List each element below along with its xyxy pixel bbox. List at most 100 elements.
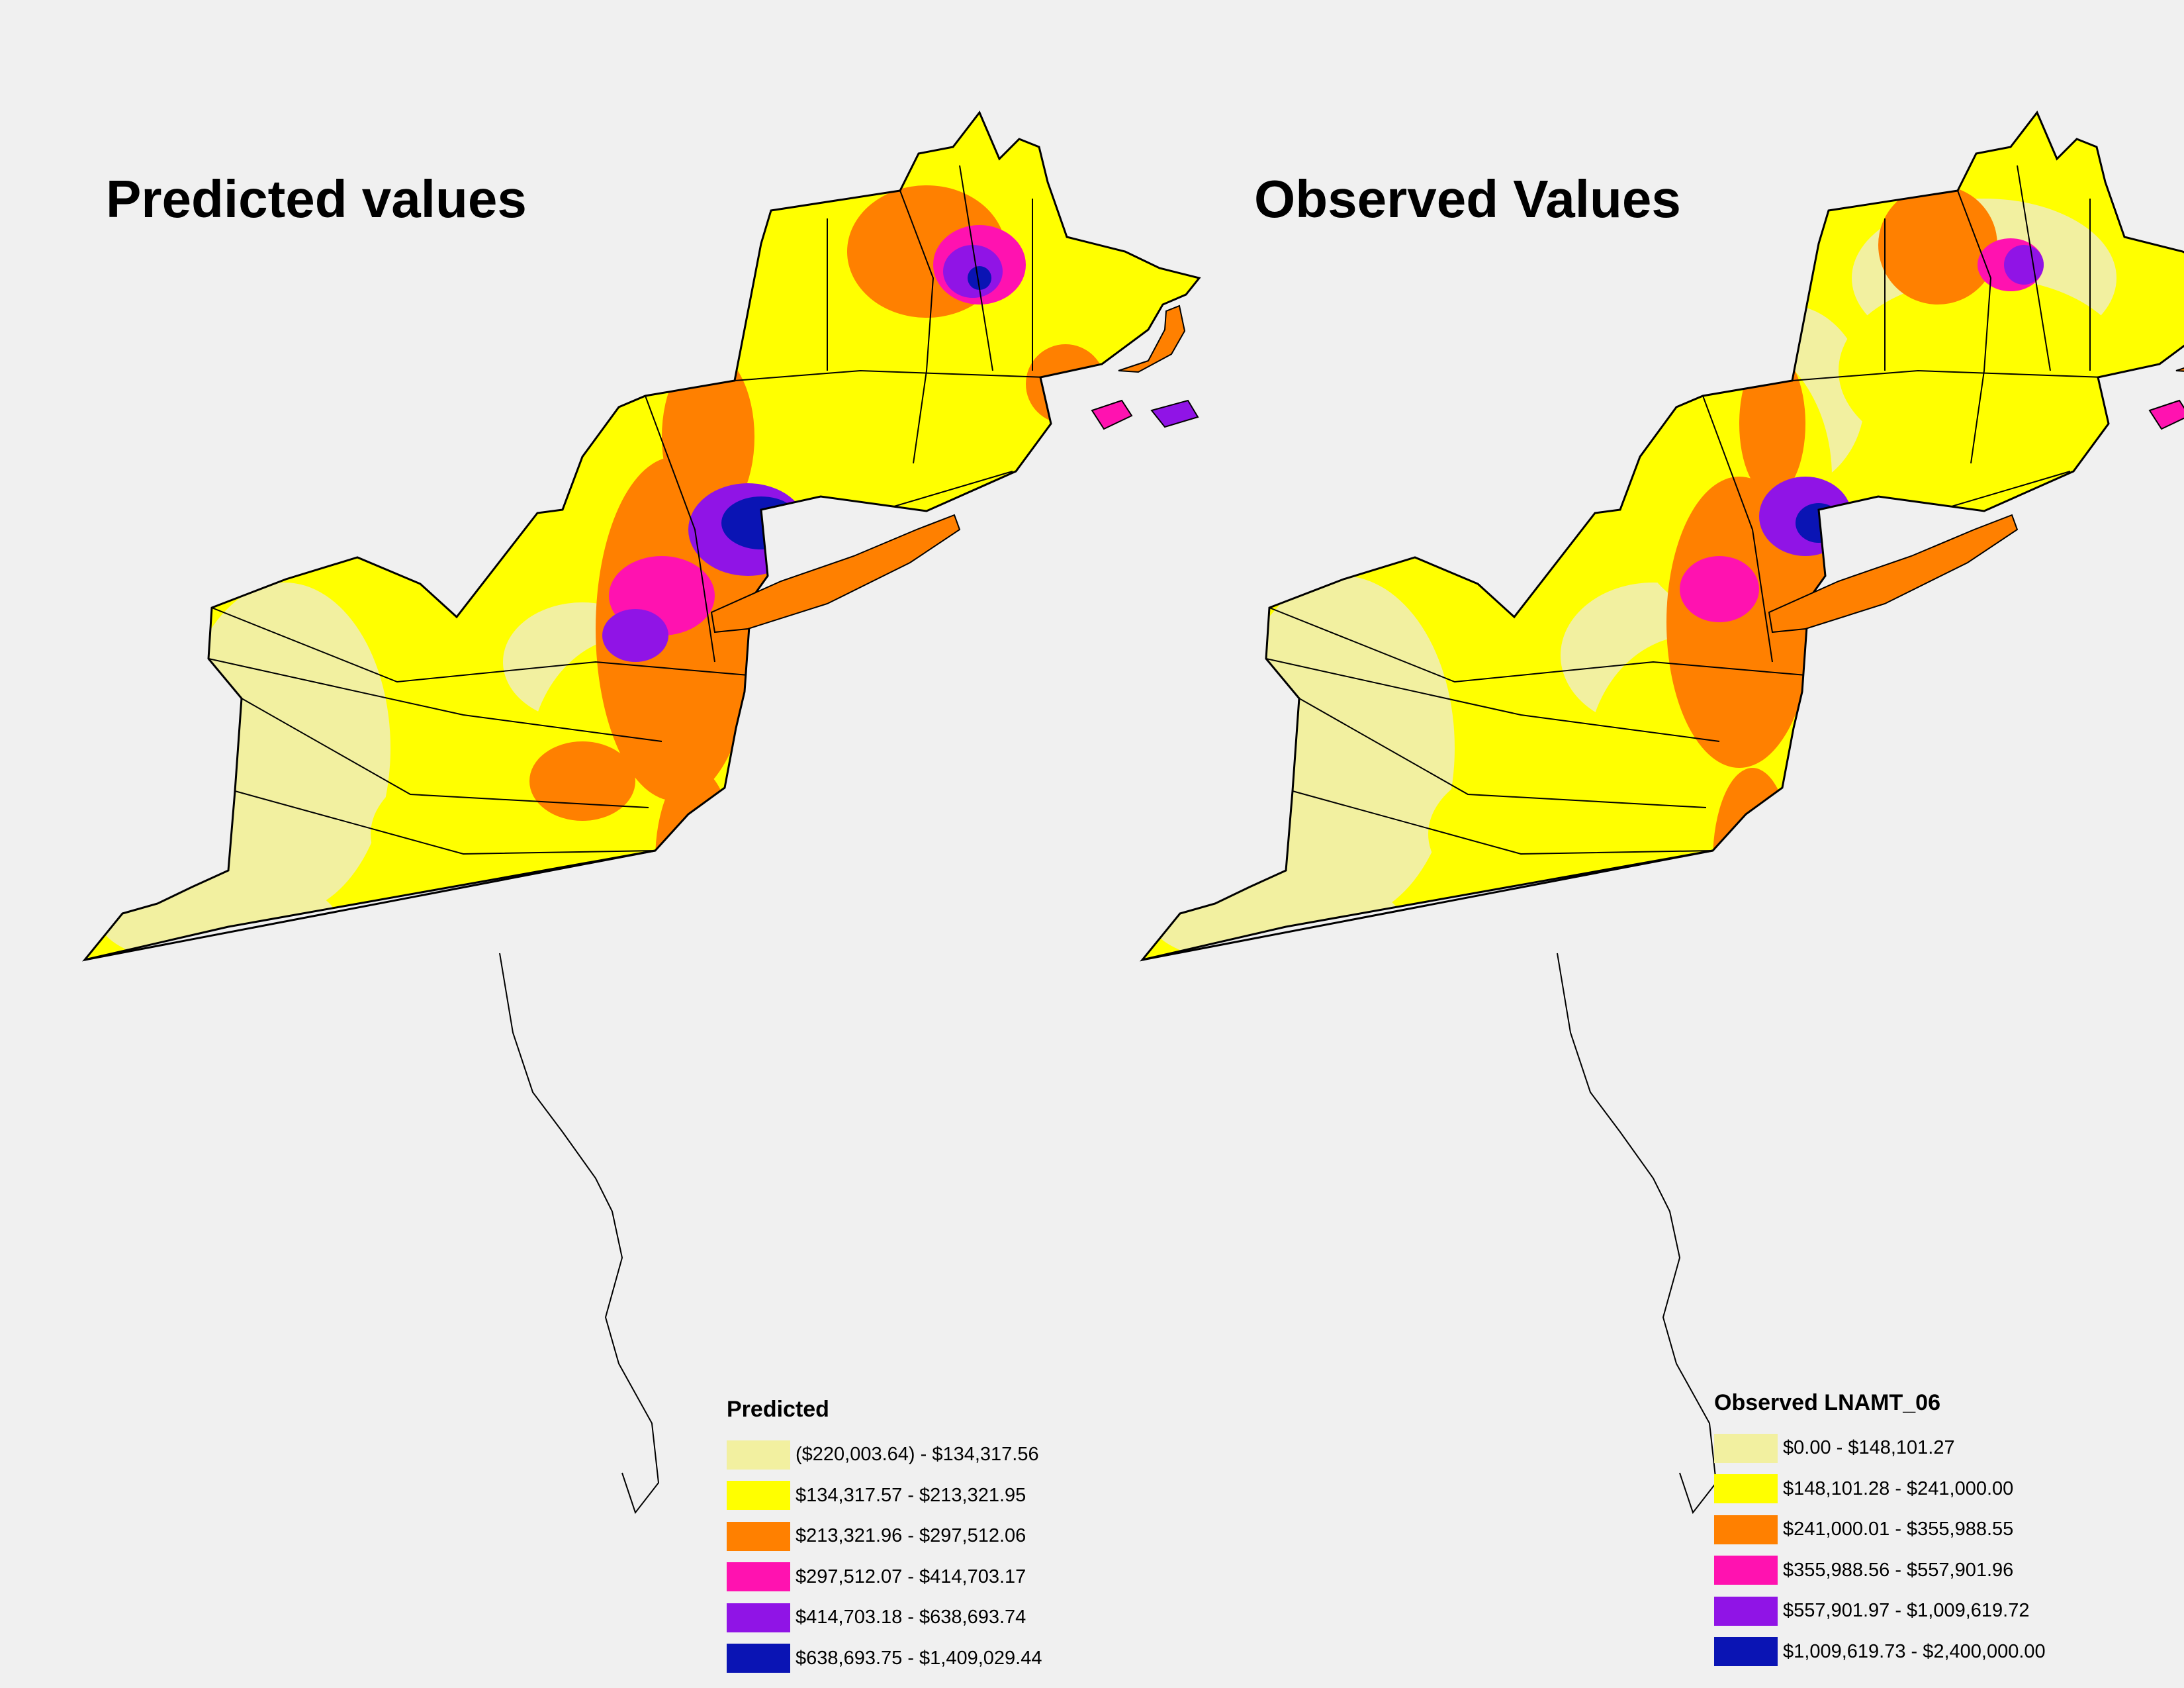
map-title-predicted: Predicted values <box>106 169 527 228</box>
choropleth-area <box>1435 1019 1488 1072</box>
legend-swatch <box>1714 1433 1778 1463</box>
legend-item: $148,101.28 - $241,000.00 <box>1714 1469 2046 1510</box>
county-boundary <box>211 607 749 683</box>
county-boundary <box>1269 607 1806 683</box>
marthas-vineyard <box>2148 399 2184 430</box>
legend-item: ($220,003.64) - $134,317.56 <box>727 1434 1042 1476</box>
choropleth-area <box>1230 576 1455 920</box>
bay-shoreline <box>499 953 660 1515</box>
choropleth-area <box>1269 1092 1666 1397</box>
county-boundary <box>234 790 656 855</box>
legend-label: $355,988.56 - $557,901.96 <box>1783 1559 2014 1581</box>
choropleth-area <box>1382 1000 1475 1092</box>
legend-swatch <box>1714 1474 1778 1504</box>
county-boundary <box>1620 1192 1627 1456</box>
long-island <box>710 514 961 633</box>
county-boundary <box>645 395 715 663</box>
choropleth-area <box>1463 1034 1486 1058</box>
state-boundary <box>84 849 656 961</box>
choropleth-area <box>968 266 991 290</box>
county-boundary <box>1388 1072 1587 1092</box>
legend-item: $297,512.07 - $414,703.17 <box>727 1557 1042 1598</box>
legend-swatch <box>727 1481 790 1511</box>
legend-item: $134,317.57 - $213,321.95 <box>727 1476 1042 1517</box>
legend-observed: Observed LNAMT_06 $0.00 - $148,101.27 $1… <box>1714 1390 2046 1672</box>
marthas-vineyard <box>1091 399 1133 430</box>
legend-swatch <box>727 1562 790 1592</box>
choropleth-area <box>1428 755 1693 914</box>
legend-item: $1,009,619.73 - $2,400,000.00 <box>1714 1632 2046 1673</box>
choropleth-area <box>1713 768 1792 953</box>
legend-label: $134,317.57 - $213,321.95 <box>796 1484 1026 1506</box>
county-boundary <box>899 190 934 464</box>
choropleth-area <box>1322 920 1587 960</box>
chesapeake-bay <box>1548 944 1725 1522</box>
county-boundary <box>1957 190 1992 464</box>
county-boundary <box>1719 926 1733 960</box>
county-boundary <box>959 165 993 371</box>
legend-title: Predicted <box>727 1397 829 1422</box>
region-outline <box>82 111 1201 962</box>
legend-label: $213,321.96 - $297,512.06 <box>796 1525 1026 1547</box>
choropleth-area <box>529 741 635 821</box>
county-boundary <box>1292 790 1713 855</box>
county-boundary <box>1702 395 1773 663</box>
county-boundary <box>1298 698 1707 808</box>
county-boundary <box>734 369 1046 381</box>
legend-swatch <box>727 1644 790 1673</box>
legend-label: $241,000.01 - $355,988.55 <box>1783 1519 2014 1540</box>
choropleth-area <box>662 351 754 523</box>
legend-title: Observed LNAMT_06 <box>1714 1390 1940 1415</box>
legend-label: $638,693.75 - $1,409,029.44 <box>796 1647 1042 1669</box>
legend-item: $638,693.75 - $1,409,029.44 <box>727 1638 1042 1679</box>
legend-item: $0.00 - $148,101.27 <box>1714 1428 2046 1469</box>
region-outline <box>1140 111 2184 962</box>
choropleth-area <box>2004 245 2044 285</box>
county-boundary <box>2017 165 2051 371</box>
nantucket <box>1150 399 1199 428</box>
choropleth-area <box>1150 874 1402 960</box>
legend-swatch <box>727 1521 790 1551</box>
choropleth-area <box>1269 960 1428 1211</box>
county-boundary <box>1322 993 1336 1456</box>
county-boundary <box>1256 1192 1653 1258</box>
long-island <box>1768 514 2019 633</box>
legend-swatch <box>727 1440 790 1470</box>
cape-cod <box>1118 305 1186 373</box>
county-boundary <box>1792 369 2104 381</box>
legend-swatch <box>1714 1556 1778 1585</box>
legend-label: $0.00 - $148,101.27 <box>1783 1437 1955 1459</box>
legend-item: $414,703.18 - $638,693.74 <box>727 1597 1042 1638</box>
legend-label: $557,901.97 - $1,009,619.72 <box>1783 1600 2030 1622</box>
choropleth-area <box>1878 185 1997 305</box>
county-boundary <box>208 658 662 742</box>
legend-item: $213,321.96 - $297,512.06 <box>727 1516 1042 1557</box>
choropleth-area <box>1680 556 1759 622</box>
legend-item: $557,901.97 - $1,009,619.72 <box>1714 1591 2046 1632</box>
legend-predicted: Predicted ($220,003.64) - $134,317.56 $1… <box>727 1397 1042 1679</box>
county-boundaries <box>1256 165 2104 1456</box>
legend-item: $355,988.56 - $557,901.96 <box>1714 1550 2046 1591</box>
choropleth-area <box>602 609 668 662</box>
legend-swatch <box>727 1603 790 1632</box>
map-title-observed: Observed Values <box>1254 169 1681 228</box>
legend-label: $297,512.07 - $414,703.17 <box>796 1566 1026 1587</box>
legend-swatch <box>1714 1596 1778 1626</box>
county-boundary <box>1265 658 1720 742</box>
choropleth-area <box>1614 973 1733 1225</box>
legend-swatch <box>1714 1515 1778 1544</box>
choropleth-area <box>1276 1211 1355 1278</box>
choropleth-area <box>1369 1251 1435 1304</box>
legend-label: $1,009,619.73 - $2,400,000.00 <box>1783 1640 2046 1662</box>
cape-cod <box>2175 367 2184 372</box>
choropleth-area <box>1739 351 1805 496</box>
choropleth-area <box>1216 1284 1587 1470</box>
legend-item: $241,000.01 - $355,988.55 <box>1714 1509 2046 1550</box>
legend-swatch <box>1714 1637 1778 1667</box>
county-boundary <box>241 698 649 808</box>
legend-label: $414,703.18 - $638,693.74 <box>796 1607 1026 1628</box>
legend-label: ($220,003.64) - $134,317.56 <box>796 1444 1039 1466</box>
county-boundary <box>1520 926 1535 960</box>
